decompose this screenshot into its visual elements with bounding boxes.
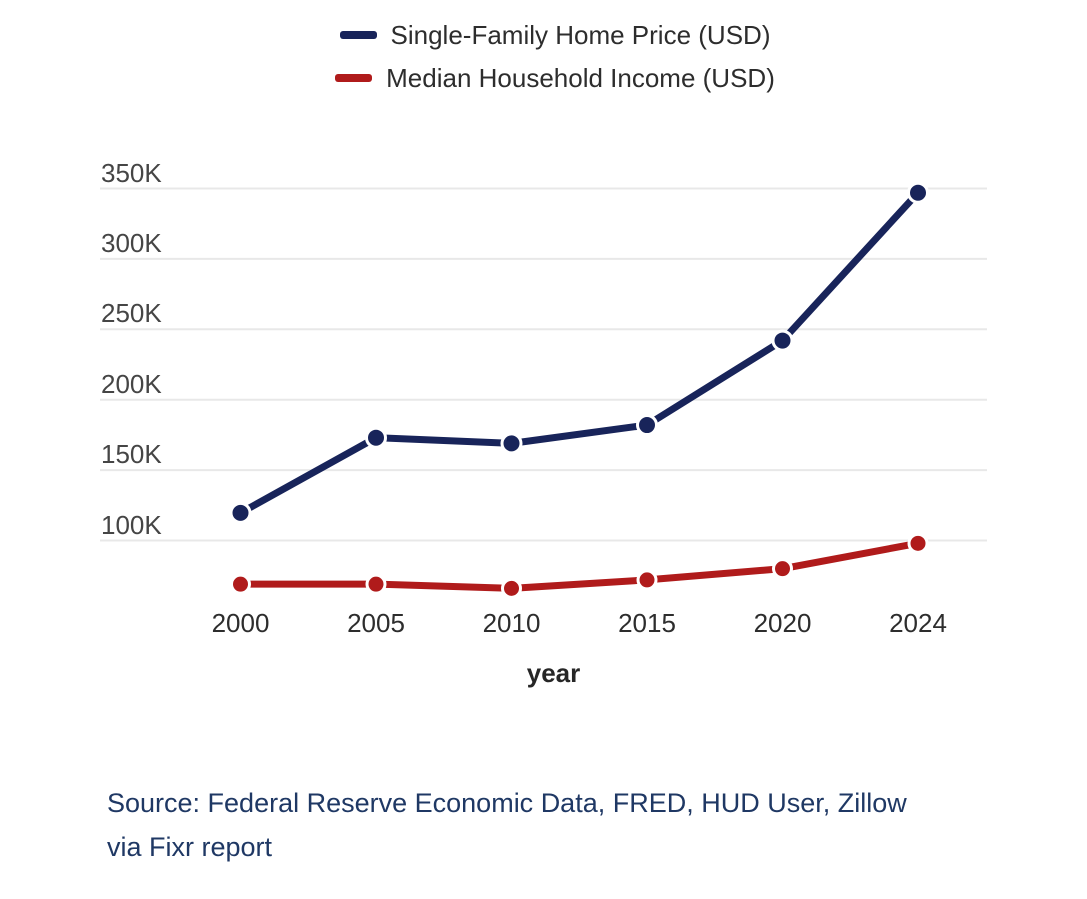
series-line-income bbox=[237, 539, 922, 592]
x-axis-title: year bbox=[526, 658, 581, 688]
x-axis-tick-label: 2024 bbox=[889, 608, 947, 638]
source-line-1: Source: Federal Reserve Economic Data, F… bbox=[107, 788, 907, 818]
data-point-income bbox=[636, 569, 658, 591]
data-point-home-price bbox=[365, 426, 387, 449]
y-axis-tick-label: 300K bbox=[101, 227, 162, 258]
data-point-home-price bbox=[636, 414, 658, 437]
legend-swatch-income bbox=[335, 74, 373, 82]
x-axis-tick-label: 2000 bbox=[211, 608, 270, 638]
legend-item-income: Median Household Income (USD) bbox=[335, 63, 775, 93]
legend-item-home-price: Single-Family Home Price (USD) bbox=[339, 19, 771, 50]
x-axis-tick-label: 2005 bbox=[347, 608, 405, 638]
legend-label-home-price: Single-Family Home Price (USD) bbox=[390, 19, 771, 50]
y-axis-tick-label: 350K bbox=[101, 157, 162, 188]
data-point-home-price bbox=[229, 501, 252, 524]
chart-legend: Single-Family Home Price (USD) Median Ho… bbox=[0, 20, 1087, 93]
data-point-income bbox=[772, 558, 793, 580]
y-axis-tick-label: 100K bbox=[101, 509, 162, 540]
data-point-income bbox=[365, 573, 387, 595]
source-line-2: via Fixr report bbox=[107, 832, 273, 862]
legend-swatch-home-price bbox=[339, 31, 377, 39]
data-point-income bbox=[501, 577, 522, 599]
source-note: Source: Federal Reserve Economic Data, F… bbox=[107, 781, 907, 869]
legend-label-income: Median Household Income (USD) bbox=[386, 62, 775, 93]
x-axis-tick-label: 2015 bbox=[618, 608, 676, 638]
x-axis-tick-label: 2010 bbox=[482, 608, 541, 638]
data-point-home-price bbox=[771, 329, 794, 352]
data-point-income bbox=[907, 532, 929, 554]
data-point-home-price bbox=[907, 181, 929, 204]
data-point-home-price bbox=[500, 432, 523, 455]
data-point-income bbox=[230, 573, 251, 595]
x-axis-tick-label: 2020 bbox=[753, 608, 812, 638]
y-axis-tick-label: 200K bbox=[101, 368, 162, 399]
series-line-home-price bbox=[237, 189, 922, 517]
y-axis-tick-label: 250K bbox=[101, 298, 162, 329]
y-axis-tick-label: 150K bbox=[101, 439, 162, 470]
